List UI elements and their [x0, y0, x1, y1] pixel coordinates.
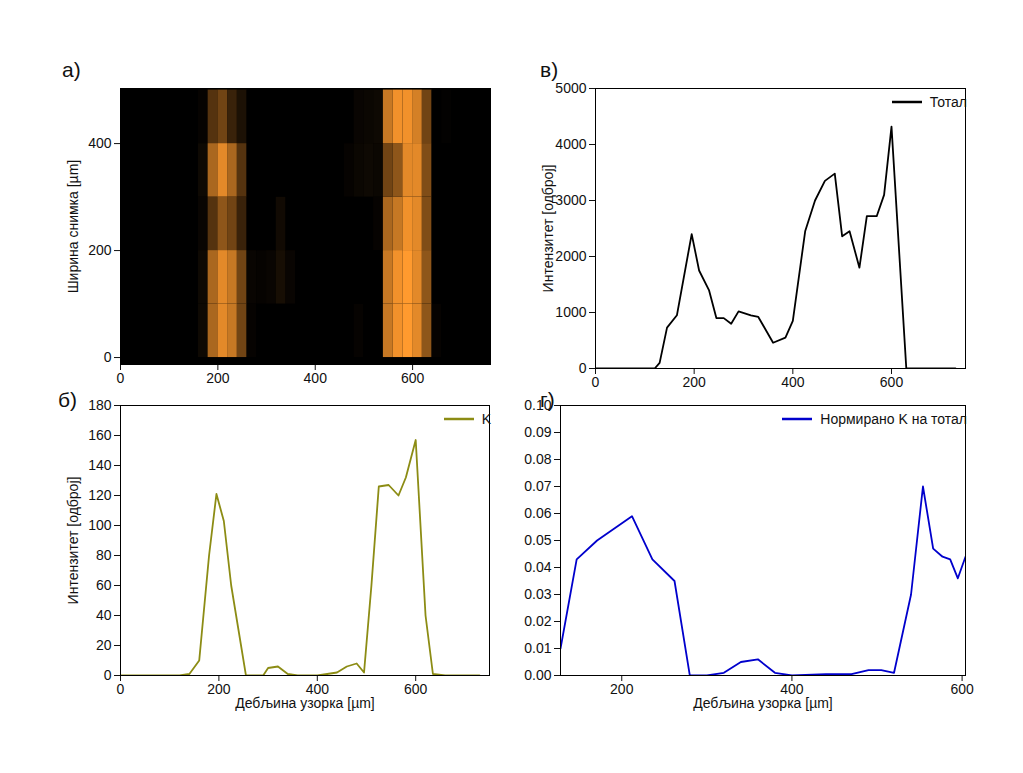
- svg-text:0: 0: [579, 360, 587, 376]
- svg-text:0: 0: [104, 349, 112, 365]
- svg-text:40: 40: [96, 607, 112, 623]
- svg-text:200: 200: [206, 370, 230, 386]
- svg-text:0: 0: [117, 370, 125, 386]
- svg-text:400: 400: [304, 370, 328, 386]
- svg-text:0.02: 0.02: [524, 613, 551, 629]
- svg-text:80: 80: [96, 547, 112, 563]
- svg-text:200: 200: [88, 242, 112, 258]
- svg-text:400: 400: [781, 374, 805, 390]
- svg-text:120: 120: [88, 487, 112, 503]
- svg-text:600: 600: [880, 374, 904, 390]
- svg-text:0.09: 0.09: [524, 424, 551, 440]
- svg-text:Интензитет [одброј]: Интензитет [одброј]: [540, 165, 556, 293]
- svg-text:Дебљина узорка [µm]: Дебљина узорка [µm]: [235, 695, 375, 711]
- svg-text:3000: 3000: [555, 192, 586, 208]
- svg-text:400: 400: [88, 135, 112, 151]
- svg-text:0: 0: [592, 374, 600, 390]
- svg-text:Интензитет [одброј]: Интензитет [одброј]: [65, 477, 81, 605]
- svg-text:0.01: 0.01: [524, 640, 551, 656]
- svg-text:2000: 2000: [555, 248, 586, 264]
- svg-text:20: 20: [96, 637, 112, 653]
- svg-text:0.04: 0.04: [524, 559, 551, 575]
- svg-text:200: 200: [207, 681, 231, 697]
- svg-text:1000: 1000: [555, 304, 586, 320]
- svg-text:0: 0: [104, 667, 112, 683]
- svg-text:100: 100: [88, 517, 112, 533]
- svg-text:160: 160: [88, 427, 112, 443]
- svg-text:0.03: 0.03: [524, 586, 551, 602]
- svg-text:0.08: 0.08: [524, 451, 551, 467]
- svg-text:200: 200: [610, 681, 634, 697]
- svg-text:0: 0: [117, 681, 125, 697]
- svg-text:0.07: 0.07: [524, 478, 551, 494]
- svg-text:600: 600: [950, 681, 974, 697]
- svg-text:0.00: 0.00: [524, 667, 551, 683]
- svg-text:Ширина снимка [µm]: Ширина снимка [µm]: [65, 160, 81, 293]
- svg-text:4000: 4000: [555, 136, 586, 152]
- svg-text:60: 60: [96, 577, 112, 593]
- svg-text:Дебљина узорка [µm]: Дебљина узорка [µm]: [693, 695, 833, 711]
- svg-text:600: 600: [404, 681, 428, 697]
- svg-text:180: 180: [88, 397, 112, 413]
- svg-text:5000: 5000: [555, 80, 586, 96]
- svg-text:200: 200: [682, 374, 706, 390]
- svg-text:140: 140: [88, 457, 112, 473]
- svg-text:0.05: 0.05: [524, 532, 551, 548]
- svg-text:0.06: 0.06: [524, 505, 551, 521]
- svg-text:600: 600: [401, 370, 425, 386]
